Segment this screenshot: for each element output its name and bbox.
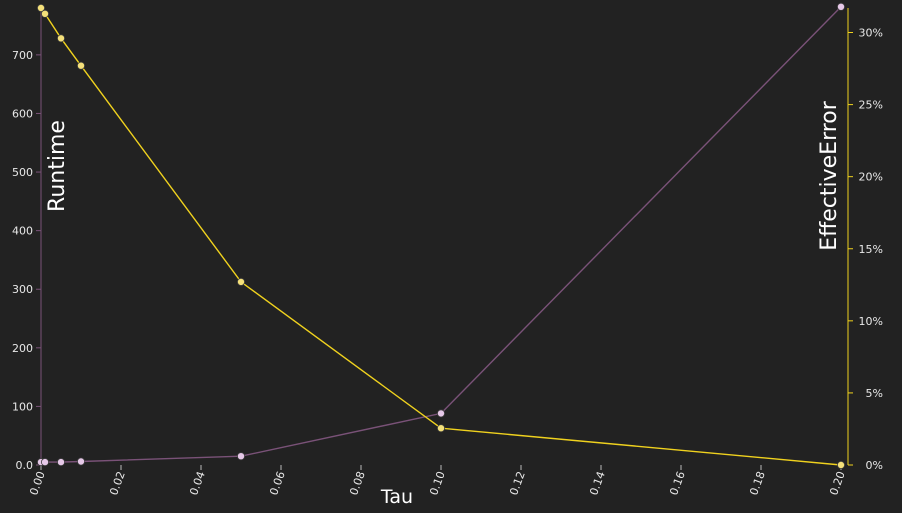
right-y-tick-label: 0% xyxy=(866,459,883,472)
right-axis-title: EffectiveError xyxy=(817,100,842,251)
series-line-right xyxy=(40,7,842,466)
left-y-tick-label: 500 xyxy=(12,166,33,179)
left-y-tick-label: 100 xyxy=(12,400,33,413)
x-tick-label: 0.20 xyxy=(827,470,848,497)
right-y-tick-label: 20% xyxy=(859,171,883,184)
left-y-tick-label: 700 xyxy=(12,49,33,62)
left-y-tick-label: 200 xyxy=(12,342,33,355)
x-tick-label: 0.02 xyxy=(107,470,128,497)
left-y-tick-label: 600 xyxy=(12,107,33,120)
data-point-left xyxy=(236,452,245,461)
x-tick-label: 0.08 xyxy=(347,470,368,497)
right-y-tick-label: 15% xyxy=(859,243,883,256)
x-tick-label: 0.06 xyxy=(267,470,288,497)
data-point-right xyxy=(37,4,46,12)
x-tick-label: 0.12 xyxy=(507,470,528,497)
right-y-tick-label: 30% xyxy=(859,27,883,40)
x-tick-label: 0.10 xyxy=(427,470,448,497)
right-y-tick-label: 5% xyxy=(866,387,883,400)
series-line-left xyxy=(41,6,842,463)
right-y-tick-label: 25% xyxy=(859,99,883,112)
data-point-left xyxy=(57,458,66,467)
x-axis-title: Tau xyxy=(380,486,413,508)
left-y-ticks: 0.0 100 200 300 400 500 600 700 xyxy=(12,49,41,472)
data-point-right xyxy=(837,460,846,469)
right-y-ticks: 0% 5% 10% 15% 20% 25% 30% xyxy=(848,27,883,472)
data-point-left xyxy=(436,409,445,418)
x-tick-label: 0.00 xyxy=(27,470,48,497)
data-point-left xyxy=(41,458,50,467)
series-layer xyxy=(37,2,846,469)
data-point-left xyxy=(837,2,846,11)
x-tick-label: 0.16 xyxy=(667,470,688,497)
right-y-tick-label: 10% xyxy=(859,315,883,328)
left-y-tick-label: 400 xyxy=(12,225,33,238)
left-y-tick-label: 300 xyxy=(12,283,33,296)
x-tick-label: 0.14 xyxy=(587,470,608,497)
series-right xyxy=(37,4,846,469)
left-y-tick-label: 0.0 xyxy=(16,459,34,472)
axes-layer xyxy=(40,8,849,465)
data-point-right xyxy=(436,424,445,433)
x-ticks: 0.00 0.02 0.04 0.06 0.08 0.10 0.12 0.14 0.16 0.18… xyxy=(27,465,848,497)
x-tick-label: 0.18 xyxy=(747,470,768,497)
data-point-right xyxy=(77,61,86,70)
left-axis-title: Runtime xyxy=(45,120,70,212)
data-point-right xyxy=(57,34,66,43)
x-tick-label: 0.04 xyxy=(187,470,208,497)
data-point-right xyxy=(236,277,245,286)
data-point-right xyxy=(41,9,50,18)
data-point-left xyxy=(77,457,86,466)
series-left xyxy=(37,2,846,467)
